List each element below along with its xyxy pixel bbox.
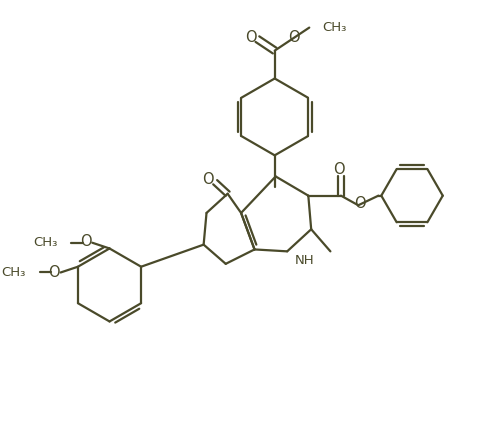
Text: O: O [245,30,256,45]
Text: O: O [288,30,300,45]
Text: NH: NH [295,255,314,267]
Text: CH₃: CH₃ [1,266,26,279]
Text: CH₃: CH₃ [33,236,58,249]
Text: O: O [80,234,91,249]
Text: O: O [333,162,345,177]
Text: CH₃: CH₃ [323,21,347,34]
Text: O: O [202,172,213,187]
Text: O: O [48,265,60,280]
Text: O: O [354,196,366,211]
